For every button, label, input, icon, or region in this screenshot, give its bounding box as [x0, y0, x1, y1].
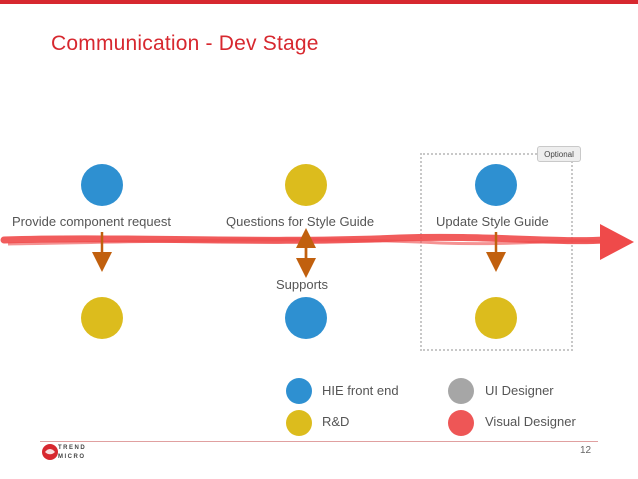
footer-divider [40, 441, 598, 442]
step3-label: Update Style Guide [436, 214, 549, 229]
logo-text: TREND MICRO [58, 445, 87, 460]
optional-tag: Optional [537, 146, 581, 162]
trend-micro-logo [42, 444, 58, 460]
legend-rd-dot [286, 410, 312, 436]
legend-hie-label: HIE front end [322, 383, 399, 398]
step3-top-circle [475, 164, 517, 206]
step1-bottom-circle [81, 297, 123, 339]
page-number: 12 [580, 445, 592, 456]
step3-bottom-circle [475, 297, 517, 339]
legend-visual-label: Visual Designer [485, 414, 576, 429]
legend-ui-dot [448, 378, 474, 404]
legend-ui-label: UI Designer [485, 383, 554, 398]
legend-hie-dot [286, 378, 312, 404]
step1-label: Provide component request [12, 214, 171, 229]
step2-bottom-circle [285, 297, 327, 339]
timeline-arrow [0, 224, 634, 260]
step2-top-circle [285, 164, 327, 206]
legend-visual-dot [448, 410, 474, 436]
legend-rd-label: R&D [322, 414, 350, 429]
top-brand-bar [0, 0, 638, 4]
step2-label: Questions for Style Guide [226, 214, 375, 229]
step1-top-circle [81, 164, 123, 206]
page-title: Communication - Dev Stage [51, 32, 319, 55]
optional-region [420, 153, 573, 351]
step2-sub-label: Supports [276, 277, 329, 292]
